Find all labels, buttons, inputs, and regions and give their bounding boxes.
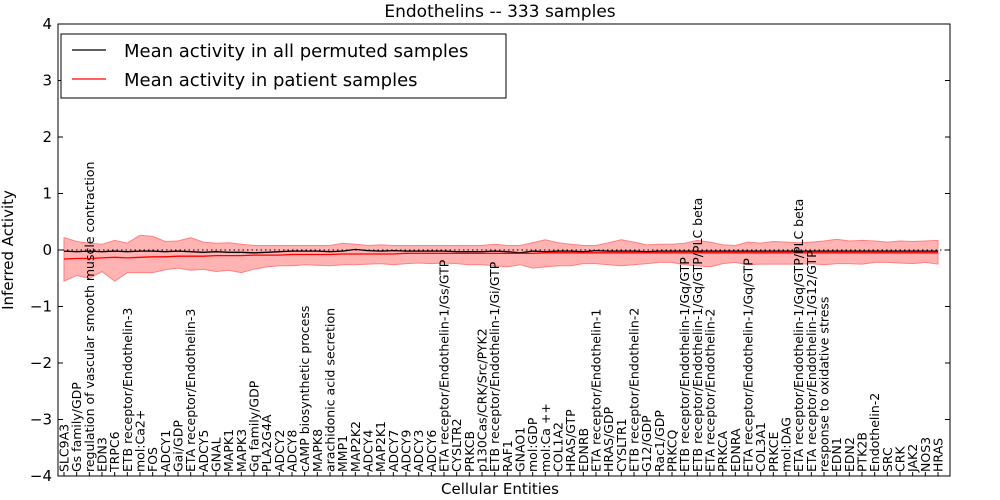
x-tick-label: PRKCA <box>715 431 730 472</box>
x-tick-label: ADCY5 <box>196 430 211 472</box>
x-tick-label: GNAL <box>209 437 224 472</box>
x-tick-label: HRAS/GTP <box>563 409 578 472</box>
y-tick-label: 1 <box>42 185 52 203</box>
x-tick-label: ETA receptor/Endothelin-1/Gs/GTP <box>437 259 452 472</box>
legend: Mean activity in all permuted samples Me… <box>60 33 507 99</box>
y-axis-label: Inferred Activity <box>0 190 17 310</box>
x-tick-label: EDN1 <box>829 437 844 472</box>
x-tick-label: ETA receptor/Endothelin-3 <box>183 309 198 472</box>
x-tick-label: PRKCQ <box>665 430 680 472</box>
x-tick-label: ADCY7 <box>386 430 401 472</box>
chart-title: Endothelins -- 333 samples <box>384 2 615 22</box>
x-tick-label: PTK2B <box>855 432 870 472</box>
y-tick-label: −1 <box>30 298 52 316</box>
confidence-band <box>63 234 939 282</box>
x-tick-label: GNAO1 <box>513 427 528 472</box>
x-tick-label: p130Cas/CRK/Src/PYK2 <box>475 328 490 472</box>
x-tick-label: mol:Ca ++ <box>538 403 553 472</box>
x-tick-label: cAMP biosynthetic process <box>297 306 312 472</box>
y-tick-label: −4 <box>30 467 52 485</box>
legend-label-patient: Mean activity in patient samples <box>124 70 418 91</box>
x-tick-label: ADCY8 <box>285 430 300 472</box>
x-tick-label: MAPK3 <box>234 429 249 472</box>
x-tick-label: EDN3 <box>95 437 110 472</box>
x-tick-label: ADCY9 <box>399 430 414 472</box>
x-tick-label: PLA2G4A <box>259 414 274 472</box>
y-tick-label: 0 <box>42 241 52 259</box>
x-tick-label: CYSLTR2 <box>449 418 464 472</box>
series-line-permuted <box>63 248 938 254</box>
x-tick-label: regulation of vascular smooth muscle con… <box>82 162 97 472</box>
x-tick-label: ETA receptor/Endothelin-1/Gq/GTP <box>741 258 756 472</box>
x-tick-label: EDNRA <box>728 428 743 472</box>
x-tick-label: FOS <box>145 447 160 472</box>
y-tick-label: −3 <box>30 411 52 429</box>
x-tick-label: RAF1 <box>500 440 515 472</box>
x-tick-label: PRKCE <box>766 432 781 472</box>
x-tick-label: Rac1/GDP <box>652 410 667 472</box>
x-tick-label: ETA receptor/Endothelin-2 <box>703 309 718 472</box>
x-tick-label: ETB receptor/Endothelin-1/Gq/GTP/PLC bet… <box>690 198 705 472</box>
x-tick-label: MAP2K2 <box>348 421 363 472</box>
x-tick-label: HRAS <box>931 438 946 472</box>
x-tick-label: PRKCB <box>462 431 477 472</box>
x-tick-label: Gs family/GDP <box>69 382 84 472</box>
x-tick-label: mol:DAG <box>779 417 794 472</box>
x-tick-label: ETA receptor/Endothelin-1 <box>589 309 604 472</box>
x-tick-label: EDNRB <box>576 428 591 472</box>
x-tick-label: ETB receptor/Endothelin-1/Gq/GTP <box>677 257 692 472</box>
x-tick-label: Gai/GDP <box>171 420 186 472</box>
x-tick-label: SLC9A3 <box>57 424 72 472</box>
x-tick-label: NOS3 <box>918 437 933 472</box>
x-tick-label: MMP1 <box>335 435 350 472</box>
x-axis-label: Cellular Entities <box>441 480 559 498</box>
y-tick-label: 2 <box>42 128 52 146</box>
x-tick-label: COL3A1 <box>753 422 768 472</box>
x-tick-label: SRC <box>880 447 895 472</box>
x-tick-label: ADCY2 <box>272 430 287 472</box>
legend-box <box>60 33 507 99</box>
x-tick-label: Endothelin-2 <box>867 393 882 472</box>
x-tick-label: COL1A2 <box>551 422 566 472</box>
x-tick-label: G12/GDP <box>639 415 654 472</box>
x-tick-label: ADCY3 <box>411 430 426 472</box>
y-tick-label: 4 <box>42 15 52 33</box>
x-tick-label: CYSLTR1 <box>614 418 629 472</box>
x-tick-label: CRK <box>893 446 908 472</box>
x-tick-label: ETA receptor/Endothelin-1/G12/GTP <box>804 250 819 472</box>
x-tick-label: ADCY1 <box>158 430 173 472</box>
y-tick-label: −2 <box>30 354 52 372</box>
y-tick-label: 3 <box>42 72 52 90</box>
x-tick-label: HRAS/GDP <box>601 406 616 472</box>
x-tick-label: EDN2 <box>842 437 857 472</box>
x-tick-label: ADCY4 <box>361 430 376 472</box>
x-tick-label: MAP2K1 <box>373 421 388 472</box>
legend-label-permuted: Mean activity in all permuted samples <box>124 41 468 62</box>
series-line-patient <box>63 252 938 260</box>
x-tick-label: mol:GDP <box>525 417 540 472</box>
x-tick-label: arachidonic acid secretion <box>323 308 338 472</box>
x-tick-label: ETB receptor/Endothelin-2 <box>627 308 642 472</box>
x-tick-label: Gq family/GDP <box>247 380 262 472</box>
x-tick-label: ADCY6 <box>424 430 439 472</box>
x-tick-label: ETB receptor/Endothelin-1/Gi/GTP <box>487 261 502 472</box>
x-tick-label: ETA receptor/Endothelin-1/Gq/GTP/PLC bet… <box>791 199 806 472</box>
x-tick-label: TRPC6 <box>107 431 122 473</box>
x-tick-label: JAK2 <box>905 444 920 473</box>
x-tick-label: MAPK8 <box>310 429 325 472</box>
x-tick-label: ETB receptor/Endothelin-3 <box>120 308 135 472</box>
x-tick-label: response to oxidative stress <box>817 297 832 472</box>
x-tick-label: mol:Ca2+ <box>133 410 148 472</box>
x-tick-label: MAPK1 <box>221 429 236 472</box>
